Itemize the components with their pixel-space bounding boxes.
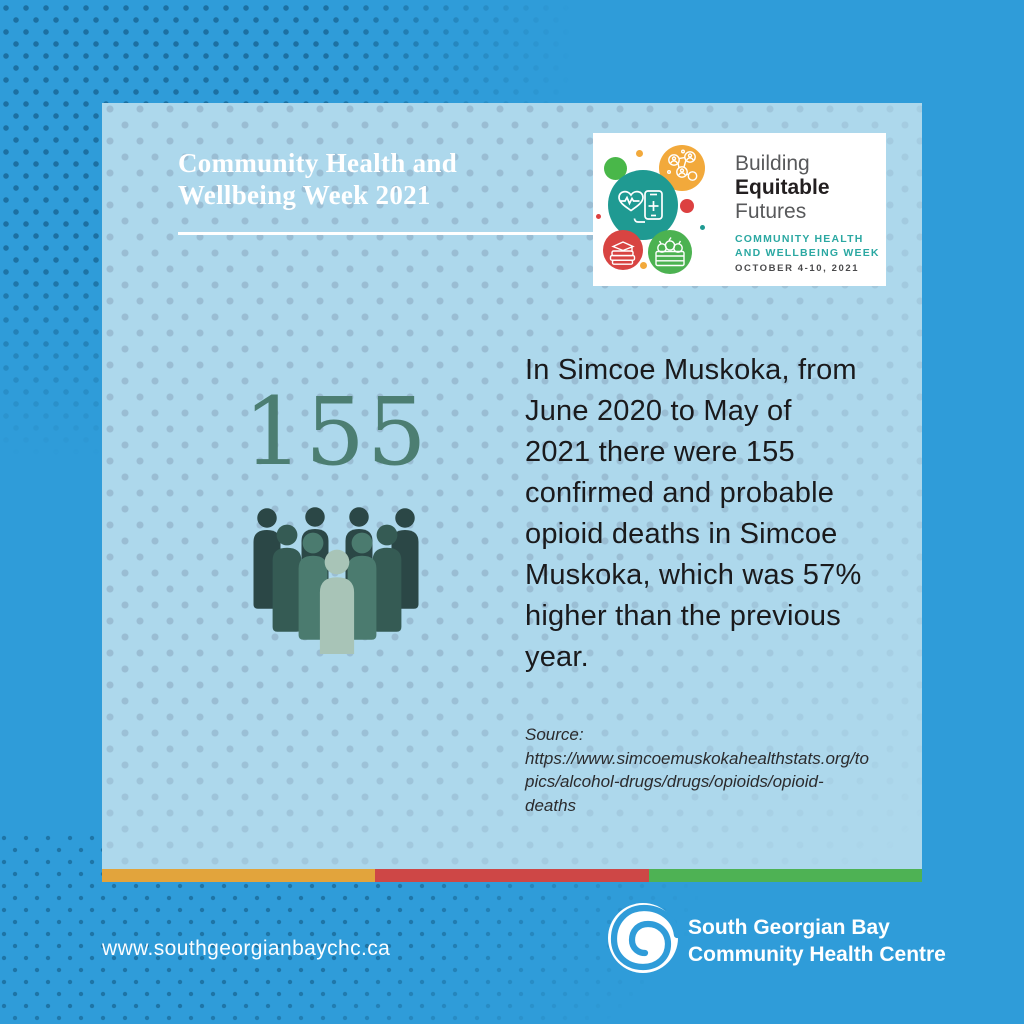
swirl-wave-icon	[608, 903, 679, 973]
education-books-icon	[603, 230, 643, 270]
event-logo-text: Building Equitable Futures COMMUNITY HEA…	[735, 152, 880, 274]
stripe-red-segment	[375, 869, 649, 882]
title-underline	[178, 232, 595, 235]
logo-date: OCTOBER 4-10, 2021	[735, 263, 860, 274]
accent-dot	[636, 150, 643, 157]
stripe-green-segment	[648, 869, 922, 882]
logo-word-equitable: Equitable	[735, 176, 830, 199]
health-tech-icon	[608, 170, 678, 240]
stripe-yellow-segment	[102, 869, 376, 882]
logo-word-futures: Futures	[735, 200, 807, 223]
page-title: Community Health and Wellbeing Week 2021	[178, 148, 458, 210]
source-citation: Source: https://www.simcoemuskokahealths…	[525, 725, 869, 815]
accent-stripe	[102, 869, 922, 882]
event-logo: Building Equitable Futures COMMUNITY HEA…	[593, 133, 886, 286]
stat-description: In Simcoe Muskoka, from June 2020 to May…	[525, 354, 862, 673]
logo-word-building: Building	[735, 152, 810, 175]
website-url: www.southgeorgianbaychc.ca	[102, 937, 391, 960]
fresh-food-icon	[648, 230, 692, 274]
stat-value: 155	[243, 378, 429, 487]
content-card: Community Health and Wellbeing Week 2021	[102, 103, 922, 882]
accent-dot	[640, 262, 647, 269]
accent-dot	[596, 214, 601, 219]
organization-name: South Georgian Bay Community Health Cent…	[688, 916, 946, 966]
accent-dot	[700, 225, 705, 230]
red-dot-circle	[680, 199, 694, 213]
community-network-icon	[659, 145, 705, 191]
crowd-icon	[253, 507, 419, 654]
logo-subtitle: COMMUNITY HEALTH AND WELLBEING WEEK	[735, 233, 880, 259]
green-dot-circle	[604, 157, 627, 180]
